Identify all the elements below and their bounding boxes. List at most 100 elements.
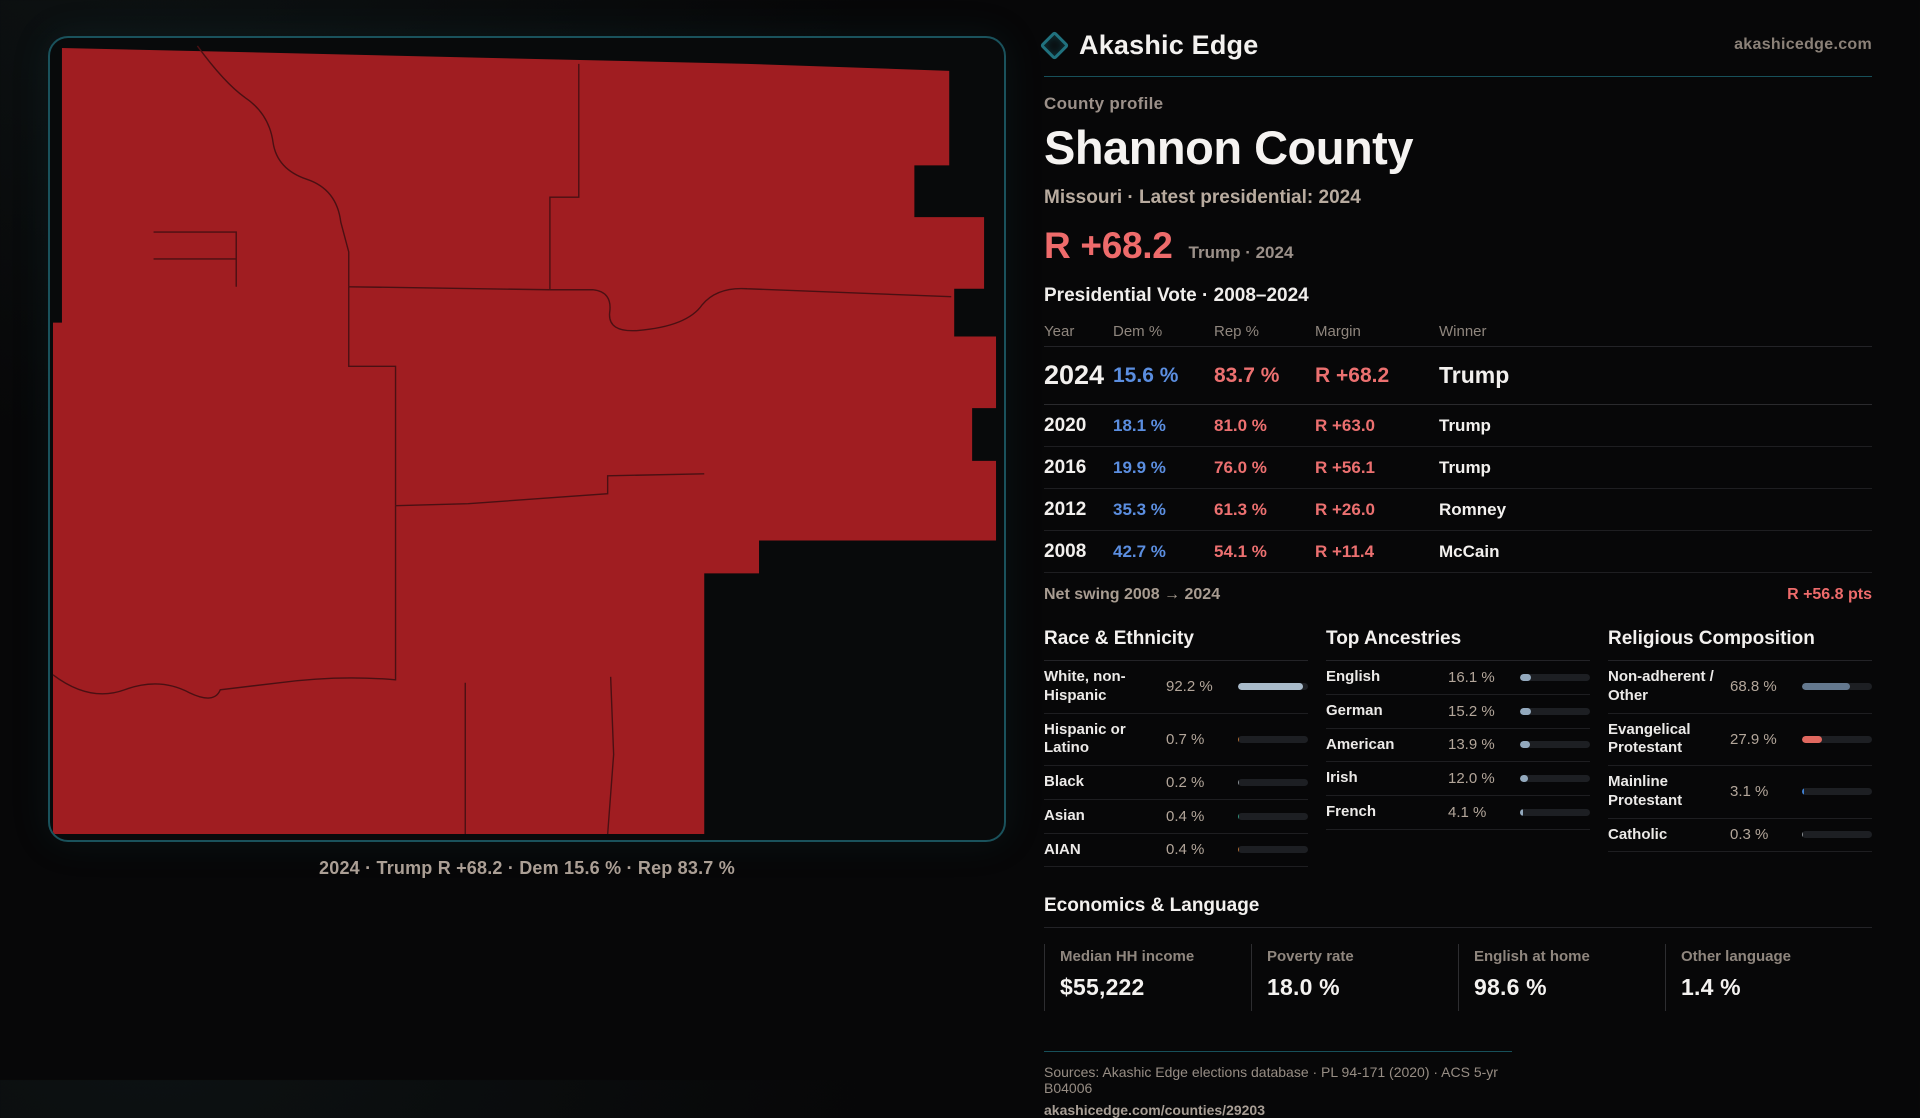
cell-year: 2024	[1044, 360, 1105, 390]
race-row: White, non-Hispanic 92.2 %	[1044, 661, 1308, 714]
religion-row: Non-adherent / Other 68.8 %	[1608, 661, 1872, 714]
religion-row: Catholic 0.3 %	[1608, 819, 1872, 853]
demo-bar-fill	[1802, 683, 1851, 691]
header: Akashic Edge akashicedge.com	[1039, 24, 1872, 66]
stat-label: English at home	[1474, 948, 1590, 966]
race-row: Asian 0.4 %	[1044, 800, 1308, 834]
ancestries-row: English 16.1 %	[1326, 661, 1590, 695]
economics-title: Economics & Language	[1044, 895, 1872, 929]
demo-bar-track	[1520, 808, 1590, 816]
demo-value: 0.4 %	[1166, 807, 1205, 825]
page-title: Shannon County	[1044, 121, 1413, 174]
demo-value: 15.2 %	[1448, 702, 1495, 720]
demo-value: 13.9 %	[1448, 736, 1495, 754]
stat-value: 1.4 %	[1681, 974, 1741, 1001]
demo-bar-fill	[1520, 808, 1523, 816]
demo-label: Black	[1044, 773, 1085, 790]
demo-bar-track	[1520, 673, 1590, 681]
demo-label: Irish	[1326, 769, 1358, 787]
demo-bar-track	[1802, 683, 1872, 691]
sources-text: Sources: Akashic Edge elections database…	[1044, 1064, 1498, 1097]
stat-block: Median HH income $55,222	[1044, 944, 1251, 1012]
cell-dem: 15.6 %	[1113, 363, 1179, 387]
stat-block: Other language 1.4 %	[1665, 944, 1872, 1012]
net-swing-row: Net swing 2008 → 2024 R +56.8 pts	[1044, 573, 1872, 604]
net-swing-label: Net swing 2008 → 2024	[1044, 586, 1221, 603]
demo-bar-fill	[1238, 846, 1240, 854]
stat-block: Poverty rate 18.0 %	[1251, 944, 1458, 1012]
demo-bar-track	[1520, 775, 1590, 783]
demo-value: 0.7 %	[1166, 730, 1205, 748]
stat-label: Other language	[1681, 948, 1792, 966]
col-margin: Margin	[1315, 323, 1361, 340]
ancestries-row: American 13.9 %	[1326, 729, 1590, 763]
demo-bar-track	[1802, 788, 1872, 796]
brand: Akashic Edge	[1039, 29, 1259, 61]
precinct-borders	[52, 45, 952, 835]
col-dem: Dem %	[1113, 323, 1163, 340]
demo-bar-fill	[1520, 707, 1531, 715]
col-year: Year	[1044, 323, 1075, 340]
county-map-panel[interactable]	[48, 36, 1006, 842]
religion-title: Religious Composition	[1608, 628, 1872, 661]
ancestries-row: German 15.2 %	[1326, 695, 1590, 729]
cell-year: 2012	[1044, 498, 1087, 520]
race-row: Hispanic or Latino 0.7 %	[1044, 714, 1308, 766]
permalink-link[interactable]: akashicedge.com/counties/29203	[1044, 1102, 1265, 1118]
brand-name: Akashic Edge	[1079, 29, 1259, 60]
cell-margin: R +56.1	[1315, 457, 1376, 477]
results-row-2024: 2024 15.6 % 83.7 % R +68.2 Trump	[1044, 347, 1872, 405]
religion-rows: Non-adherent / Other 68.8 % Evangelical Pr…	[1608, 661, 1872, 853]
results-row-2016: 2016 19.9 % 76.0 % R +56.1 Trump	[1044, 447, 1872, 489]
cell-winner: Trump	[1439, 457, 1491, 477]
demo-bar-fill	[1520, 673, 1532, 681]
cell-dem: 18.1 %	[1113, 415, 1166, 435]
demo-label: Mainline Protestant	[1608, 773, 1683, 809]
ancestries-row: French 4.1 %	[1326, 796, 1590, 830]
ancestries-rows: English 16.1 % German 15.2 % American 13.9 % I…	[1326, 661, 1590, 830]
demo-bar-fill	[1238, 778, 1240, 786]
demo-label: American	[1326, 735, 1395, 753]
cell-year: 2020	[1044, 414, 1087, 436]
demo-bar-track	[1238, 778, 1308, 786]
cell-margin: R +11.4	[1315, 541, 1375, 561]
demographics-grid: Race & Ethnicity White, non-Hispanic 92.2…	[1044, 628, 1872, 868]
stat-value: 18.0 %	[1267, 974, 1340, 1001]
demo-bar-track	[1238, 683, 1308, 691]
demo-value: 27.9 %	[1730, 730, 1777, 748]
county-shape[interactable]	[52, 47, 997, 835]
cell-rep: 81.0 %	[1214, 415, 1267, 435]
demo-bar-track	[1520, 741, 1590, 749]
county-map[interactable]	[50, 38, 1004, 840]
headline-margin: R +68.2	[1044, 225, 1173, 266]
cell-margin: R +26.0	[1315, 499, 1376, 519]
results-table: Year Dem % Rep % Margin Winner 2024 15.6 …	[1044, 317, 1872, 573]
demo-bar-fill	[1802, 735, 1822, 743]
demo-label: Catholic	[1608, 825, 1668, 843]
headline-margin-row: R +68.2 Trump · 2024	[1044, 225, 1872, 267]
cell-margin: R +68.2	[1315, 363, 1390, 387]
demo-bar-track	[1802, 735, 1872, 743]
demo-bar-fill	[1520, 775, 1529, 783]
cell-year: 2016	[1044, 456, 1087, 478]
stat-value: $55,222	[1060, 974, 1145, 1001]
footer-divider	[1044, 1051, 1512, 1053]
demo-label: English	[1326, 668, 1381, 685]
brand-domain-link[interactable]: akashicedge.com	[1734, 36, 1872, 53]
demo-label: AIAN	[1044, 840, 1081, 858]
demo-label: Evangelical Protestant	[1608, 720, 1691, 757]
race-row: Black 0.2 %	[1044, 766, 1308, 800]
col-winner: Winner	[1439, 323, 1487, 340]
demo-bar-track	[1238, 812, 1308, 820]
demo-value: 0.3 %	[1730, 826, 1769, 844]
cell-winner: Trump	[1439, 362, 1510, 388]
results-row-2012: 2012 35.3 % 61.3 % R +26.0 Romney	[1044, 489, 1872, 531]
results-table-header: Year Dem % Rep % Margin Winner	[1044, 317, 1872, 347]
race-card: Race & Ethnicity White, non-Hispanic 92.2…	[1044, 628, 1308, 868]
demo-bar-fill	[1238, 683, 1303, 691]
demo-value: 12.0 %	[1448, 770, 1495, 788]
results-table-title: Presidential Vote · 2008–2024	[1044, 285, 1309, 306]
demo-bar-track	[1802, 831, 1872, 839]
race-title: Race & Ethnicity	[1044, 628, 1308, 661]
profile-panel: Akashic Edge akashicedge.com County prof…	[1039, 24, 1872, 1118]
